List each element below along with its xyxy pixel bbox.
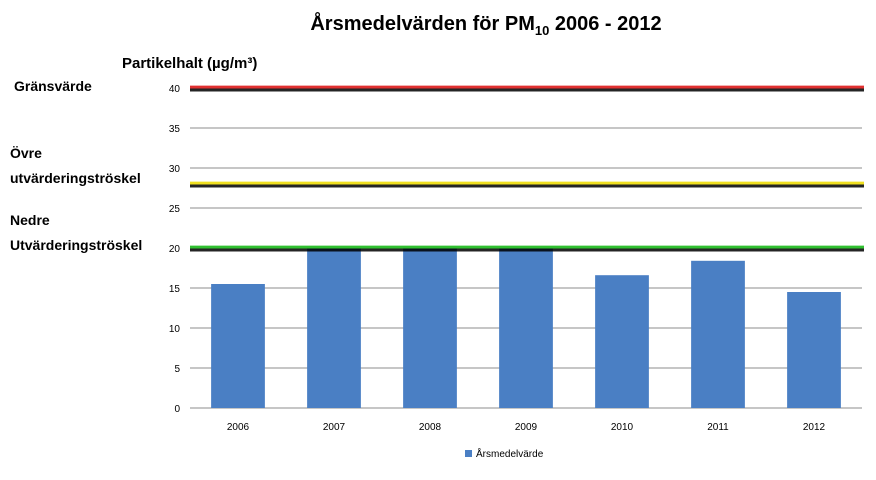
x-tick-label: 2009 [515,422,538,433]
y-tick-label: 15 [169,284,181,295]
bar-2008 [403,248,457,408]
reference-labels: Gränsvärde Övre utvärderingströskel Nedre Ut… [10,78,142,253]
reference-label: Utvärderingströskel [10,237,142,253]
legend: Årsmedelvärde [465,447,544,460]
x-tick-label: 2007 [323,422,346,433]
chart-title: Årsmedelvärden för PM10 2006 - 2012 [310,11,661,38]
y-tick-label: 20 [169,244,181,255]
y-tick-label: 35 [169,124,181,135]
bar-2009 [499,248,553,408]
y-tick-label: 40 [169,84,181,95]
reference-label: Övre [10,145,42,161]
bar-2006 [211,284,265,408]
y-axis-label: Partikelhalt (µg/m³) [122,55,257,72]
y-tick-label: 25 [169,204,181,215]
legend-swatch [465,450,472,457]
reference-label: Nedre [10,212,50,228]
x-tick-label: 2006 [227,422,250,433]
chart-title-suffix: 2006 - 2012 [549,13,661,35]
bar-2007 [307,248,361,408]
x-tick-label: 2010 [611,422,634,433]
reference-lines [190,85,864,252]
reference-line-2 [190,181,864,188]
reference-label: Gränsvärde [14,78,92,94]
y-tick-label: 10 [169,324,181,335]
x-tick-label: 2008 [419,422,442,433]
x-tick-labels: 2006 2007 2008 2009 2010 2011 2012 [227,422,826,433]
reference-label: utvärderingströskel [10,170,141,186]
reference-line-3 [190,245,864,252]
bars [211,248,841,408]
bar-2010 [595,275,649,408]
y-tick-label: 0 [174,404,180,415]
reference-line-1 [190,85,864,92]
legend-label: Årsmedelvärde [476,447,544,460]
x-tick-label: 2012 [803,422,826,433]
y-tick-labels: 0 5 10 15 20 25 30 35 40 [169,84,181,415]
bar-2012 [787,292,841,408]
x-tick-label: 2011 [707,422,729,433]
chart-title-subscript: 10 [535,23,549,38]
y-tick-label: 30 [169,164,181,175]
bar-2011 [691,260,745,408]
y-tick-label: 5 [174,364,180,375]
